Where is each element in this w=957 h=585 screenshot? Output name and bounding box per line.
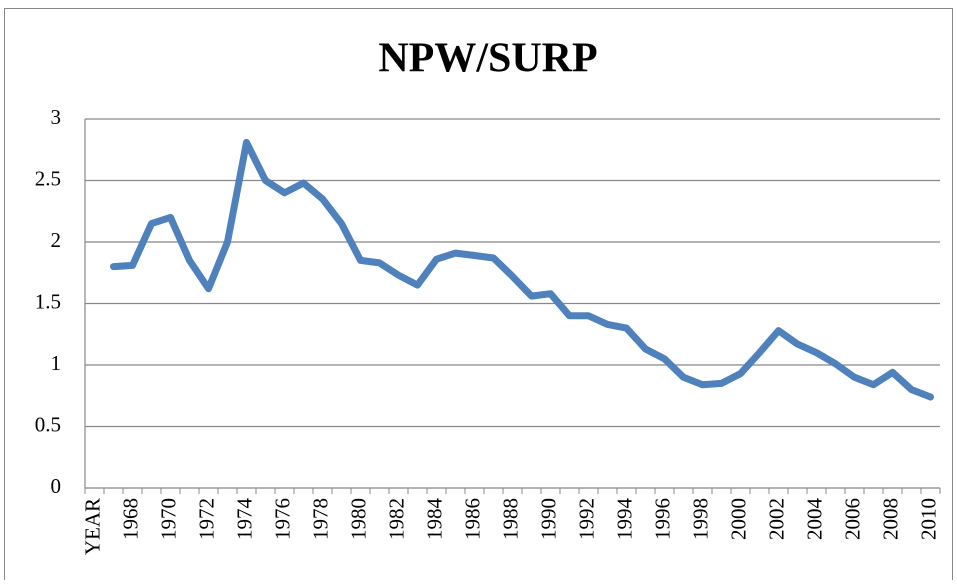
y-tick-label: 0.5	[35, 412, 61, 436]
x-tick-label: 1968	[118, 498, 142, 540]
x-tick-label: 1992	[574, 498, 598, 540]
chart-title: NPW/SURP	[378, 36, 597, 82]
x-tick-label: 2000	[726, 498, 750, 540]
x-tick-label: 1972	[194, 498, 218, 540]
x-tick-label: 2008	[878, 498, 902, 540]
x-tick-label: 1998	[688, 498, 712, 540]
x-tick-label: 1990	[536, 498, 560, 540]
x-tick-label: 1996	[650, 498, 674, 540]
x-tick-label: 1970	[156, 498, 180, 540]
chart-border	[4, 8, 953, 584]
y-tick-label: 1	[51, 351, 62, 375]
x-tick-label: 2006	[840, 498, 864, 540]
x-tick-label: YEAR	[80, 498, 104, 555]
data-line	[110, 138, 934, 401]
y-tick-label: 2.5	[35, 166, 61, 190]
x-tick-label: 1980	[346, 498, 370, 540]
x-tick-label: 1994	[612, 498, 636, 541]
x-tick-label: 1976	[270, 498, 294, 540]
x-tick-label: 1982	[384, 498, 408, 540]
x-tick-label: 1988	[498, 498, 522, 540]
x-tick-label: 1984	[422, 498, 446, 541]
x-tick-label: 1974	[232, 498, 256, 541]
y-tick-label: 2	[51, 228, 62, 252]
x-tick-label: 1986	[460, 498, 484, 540]
x-tick-label: 2004	[802, 498, 826, 541]
y-tick-label: 1.5	[35, 289, 61, 313]
x-tick-label: 1978	[308, 498, 332, 540]
x-tick-label: 2010	[916, 498, 940, 540]
y-tick-label: 0	[51, 474, 62, 498]
x-tick-label: 2002	[764, 498, 788, 540]
y-tick-label: 3	[51, 105, 62, 129]
